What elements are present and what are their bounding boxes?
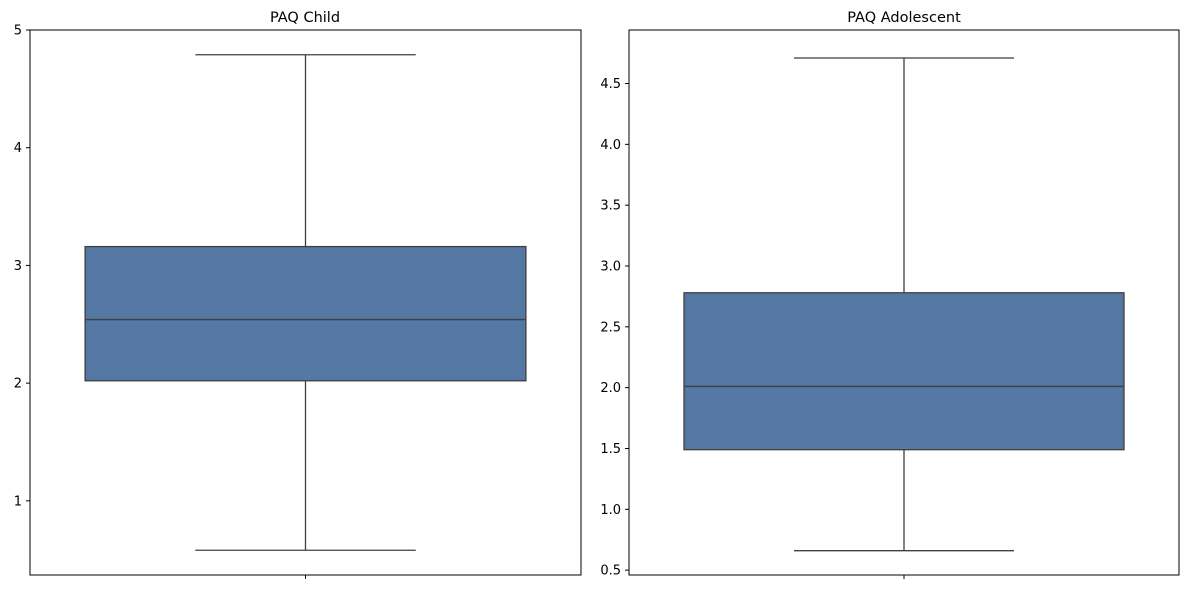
subplot-paq-child: PAQ Child 1 2 3 4 5 (14, 10, 582, 579)
y-tick-label: 2 (14, 377, 22, 392)
y-tick-label: 4 (14, 141, 22, 156)
y-tick-label: 1 (14, 494, 22, 509)
y-tick-label: 1.0 (600, 503, 621, 518)
iqr-box (84, 245, 527, 382)
y-tick-label: 3 (14, 259, 22, 274)
iqr-box (683, 292, 1125, 451)
y-tick-label: 4.5 (600, 77, 621, 92)
y-tick-label: 2.5 (600, 320, 621, 335)
y-tick-label: 3.0 (600, 260, 621, 275)
y-tick-label: 4.0 (600, 138, 621, 153)
y-tick-label: 0.5 (600, 564, 621, 579)
y-tick-label: 2.0 (600, 381, 621, 396)
y-tick-label: 5 (14, 24, 22, 39)
y-tick-label: 3.5 (600, 199, 621, 214)
chart-title-paq-child: PAQ Child (270, 10, 340, 26)
subplot-paq-adolescent: PAQ Adolescent 0.5 1.0 1.5 2.0 2.5 3.0 3.5 4.0 4… (600, 10, 1180, 579)
y-tick-label: 1.5 (600, 442, 621, 457)
chart-title-paq-adolescent: PAQ Adolescent (847, 10, 961, 26)
